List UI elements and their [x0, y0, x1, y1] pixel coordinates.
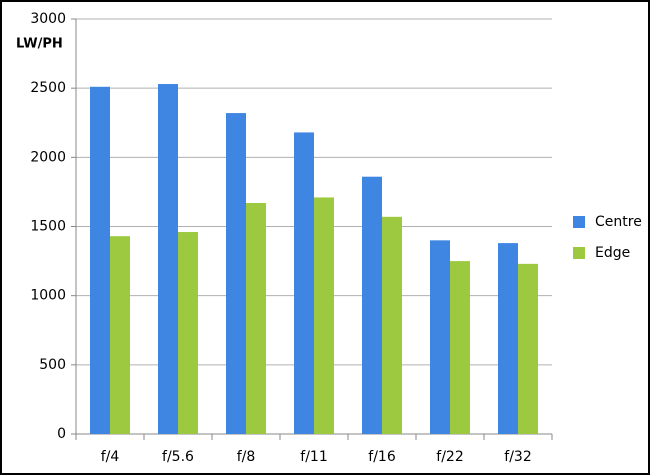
- y-tick-label: 3000: [30, 11, 66, 27]
- bar: [294, 132, 314, 434]
- y-tick-label: 2500: [30, 80, 66, 96]
- x-tick-label: f/32: [504, 449, 531, 465]
- legend-label: Edge: [595, 245, 630, 261]
- bar: [314, 197, 334, 434]
- y-tick-label: 1000: [30, 288, 66, 304]
- bar: [362, 176, 382, 434]
- bar: [90, 86, 110, 435]
- bar: [178, 232, 198, 434]
- y-tick-label: 500: [39, 357, 66, 373]
- x-tick-label: f/16: [368, 449, 396, 465]
- bar: [498, 243, 518, 434]
- legend-label: Centre: [595, 214, 642, 230]
- y-tick-label: 0: [57, 426, 66, 442]
- x-tick-label: f/22: [436, 449, 463, 465]
- bar: [450, 261, 470, 434]
- bar: [246, 202, 266, 434]
- x-tick-label: f/8: [237, 449, 256, 465]
- bar: [518, 263, 538, 434]
- y-tick-label: 2000: [30, 149, 66, 165]
- bar: [382, 216, 402, 434]
- legend-swatch: [573, 247, 585, 259]
- bar: [430, 240, 450, 434]
- bar: [110, 236, 130, 434]
- x-tick-label: f/5.6: [162, 449, 194, 465]
- x-tick-label: f/11: [300, 449, 327, 465]
- x-tick-label: f/4: [101, 449, 120, 465]
- legend-swatch: [573, 216, 585, 228]
- y-axis-label: LW/PH: [16, 37, 63, 52]
- bar: [158, 84, 178, 435]
- bar: [226, 113, 246, 435]
- y-tick-label: 1500: [30, 219, 66, 235]
